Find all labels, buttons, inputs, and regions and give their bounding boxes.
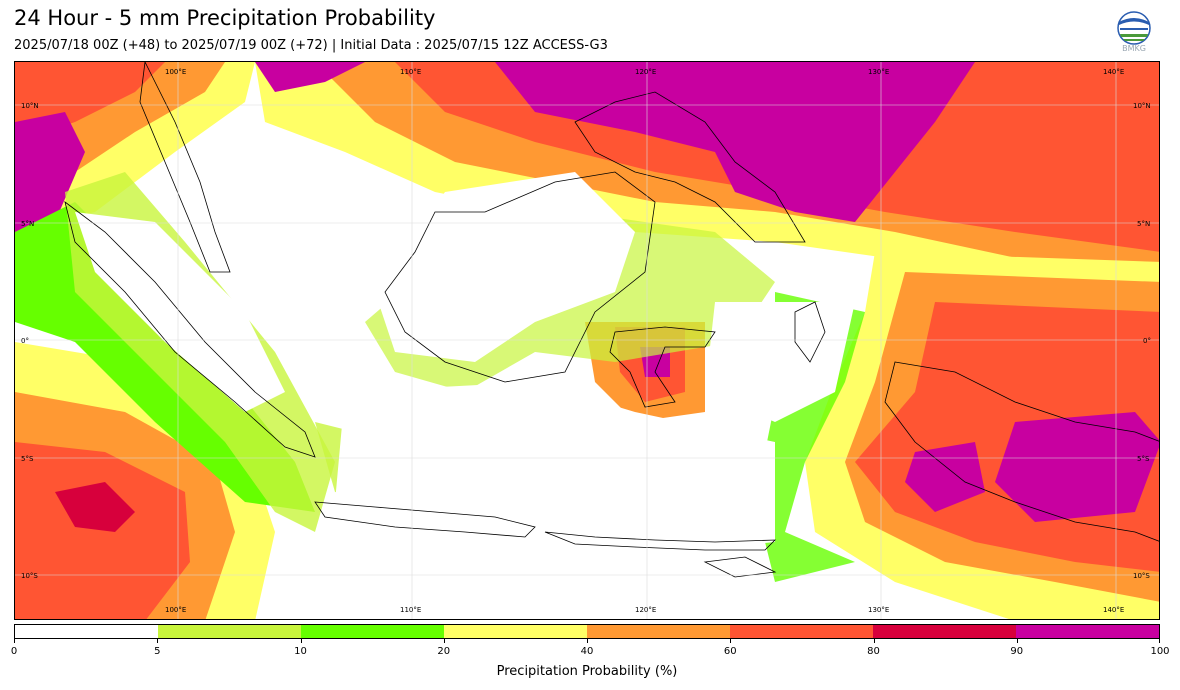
colorbar-segment bbox=[444, 625, 587, 638]
colorbar-segment bbox=[730, 625, 873, 638]
lon-label: 110°E bbox=[400, 68, 421, 76]
colorbar-tick bbox=[873, 639, 875, 643]
field-area-p90-west bbox=[15, 112, 85, 242]
lon-label: 100°E bbox=[165, 606, 186, 614]
lon-label: 120°E bbox=[635, 68, 656, 76]
graticule bbox=[15, 62, 1159, 619]
lon-labels-top: 100°E 110°E 120°E 130°E 140°E bbox=[165, 68, 1124, 76]
colorbar-tick-label: 0 bbox=[10, 646, 18, 657]
field-area-p0-banda bbox=[705, 302, 855, 422]
colorbar-title: Precipitation Probability (%) bbox=[496, 664, 678, 679]
lon-label: 120°E bbox=[635, 606, 656, 614]
lon-label: 130°E bbox=[868, 68, 889, 76]
colorbar-tick-label: 5 bbox=[154, 646, 161, 657]
colorbar-segment bbox=[15, 625, 158, 638]
colorbar-tick-label: 80 bbox=[867, 646, 880, 657]
colorbar-tick bbox=[1159, 639, 1160, 643]
probability-field bbox=[15, 62, 1159, 619]
map-title: 24 Hour - 5 mm Precipitation Probability bbox=[14, 6, 436, 30]
field-area-p90-northwest bbox=[255, 62, 365, 92]
precipitation-map: 100°E 110°E 120°E 130°E 140°E 100°E 110°… bbox=[14, 61, 1160, 620]
lat-label: 0° bbox=[21, 337, 29, 345]
coast-sumatra bbox=[64, 201, 316, 458]
colorbar-tick bbox=[730, 639, 732, 643]
colorbar-tick-label: 10 bbox=[294, 646, 307, 657]
lon-label: 130°E bbox=[868, 606, 889, 614]
lat-label: 10°S bbox=[21, 572, 38, 580]
coast-philippines bbox=[574, 91, 806, 243]
colorbar-tick-label: 20 bbox=[437, 646, 451, 657]
lat-label: 5°N bbox=[21, 220, 34, 228]
colorbar-segment bbox=[873, 625, 1016, 638]
colorbar-tick-label: 90 bbox=[1010, 646, 1024, 657]
colorbar-segment bbox=[301, 625, 444, 638]
coast-borneo bbox=[384, 171, 656, 383]
field-area-p90-east-1 bbox=[995, 412, 1159, 522]
colorbar-tick bbox=[443, 639, 445, 643]
colorbar-tick-label: 100 bbox=[1150, 646, 1170, 657]
field-area-p80-southwest bbox=[55, 482, 135, 532]
lat-labels-right: 10°N 5°N 0° 5°S 10°S bbox=[1133, 102, 1151, 580]
field-area-p90-east-2 bbox=[905, 442, 985, 512]
lon-labels-bottom: 100°E 110°E 120°E 130°E 140°E bbox=[165, 606, 1124, 614]
lon-label: 110°E bbox=[400, 606, 421, 614]
colorbar-tick bbox=[300, 639, 302, 643]
lon-label: 140°E bbox=[1103, 68, 1124, 76]
colorbar-tick bbox=[587, 639, 588, 643]
colorbar-segment bbox=[158, 625, 301, 638]
coast-lesser-sunda bbox=[544, 531, 776, 551]
coast-java bbox=[314, 501, 536, 538]
lat-label: 0° bbox=[1143, 337, 1151, 345]
colorbar bbox=[14, 624, 1160, 639]
lat-label: 10°N bbox=[21, 102, 39, 110]
coast-new-guinea bbox=[884, 361, 1159, 542]
lat-label: 5°S bbox=[21, 455, 34, 463]
lat-label: 5°S bbox=[1137, 455, 1150, 463]
lat-label: 5°N bbox=[1137, 220, 1150, 228]
bmkg-logo-icon bbox=[1117, 11, 1151, 45]
colorbar-segment bbox=[1016, 625, 1159, 638]
coast-timor bbox=[703, 556, 777, 578]
field-area-p0-java-sea bbox=[335, 382, 775, 562]
colorbar-segment bbox=[587, 625, 730, 638]
coast-halmahera bbox=[794, 301, 826, 363]
colorbar-tick bbox=[157, 639, 159, 643]
lon-label: 100°E bbox=[165, 68, 186, 76]
field-area-p0-borneo bbox=[375, 172, 635, 362]
coast-sulawesi bbox=[609, 326, 716, 408]
lat-labels-left: 10°N 5°N 0° 5°S 10°S bbox=[21, 102, 39, 580]
lon-label: 140°E bbox=[1103, 606, 1124, 614]
map-subtitle: 2025/07/18 00Z (+48) to 2025/07/19 00Z (… bbox=[14, 38, 608, 53]
colorbar-tick bbox=[1016, 639, 1018, 643]
logo-text: BMKG bbox=[1122, 44, 1146, 53]
colorbar-tick-label: 60 bbox=[723, 646, 737, 657]
coast-malay-peninsula bbox=[139, 62, 231, 273]
colorbar-tick bbox=[14, 639, 15, 643]
colorbar-tick-label: 40 bbox=[580, 646, 594, 657]
lat-label: 10°N bbox=[1133, 102, 1151, 110]
coastlines bbox=[64, 62, 1159, 578]
lat-label: 10°S bbox=[1133, 572, 1150, 580]
